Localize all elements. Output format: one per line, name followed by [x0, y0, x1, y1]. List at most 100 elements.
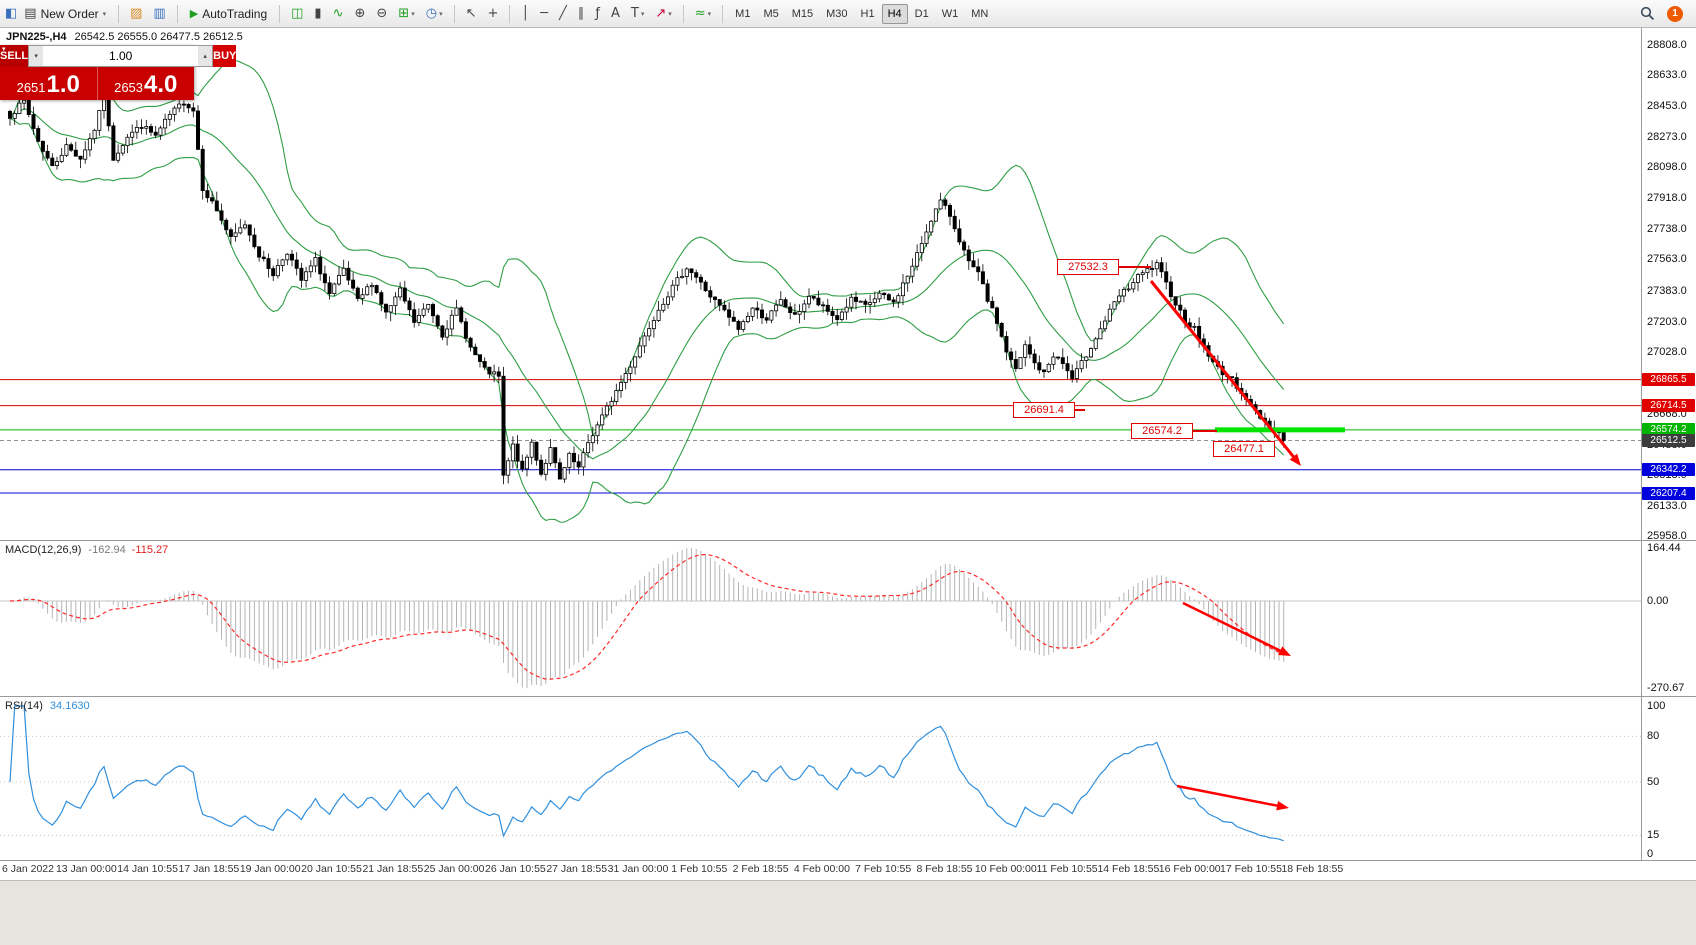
chart-area: JPN225-,H4 26542.5 26555.0 26477.5 26512.… [0, 28, 1696, 880]
trend-arrow[interactable] [1176, 784, 1282, 808]
rsi-axis-tick: 100 [1647, 700, 1666, 712]
metaeditor-button[interactable]: ▨ [125, 5, 147, 22]
timeframe-m15[interactable]: M15 [786, 4, 819, 24]
price-marker: 26207.4 [1642, 486, 1695, 500]
timeframe-d1[interactable]: D1 [909, 4, 935, 24]
buy-price-big: 4.0 [144, 71, 178, 98]
chart-title: JPN225-,H4 26542.5 26555.0 26477.5 26512.… [6, 31, 243, 43]
time-axis-label: 19 Jan 00:00 [239, 863, 301, 875]
candlestick-chart-icon: ▮ [314, 6, 322, 21]
terminal-button[interactable]: ▥ [148, 5, 170, 22]
panel-separator[interactable] [0, 696, 1696, 697]
timeframe-w1[interactable]: W1 [936, 4, 965, 24]
timeframe-mn[interactable]: MN [965, 4, 994, 24]
price-axis-tick: 28633.0 [1647, 69, 1687, 82]
window-footer [0, 880, 1696, 945]
trend-arrow[interactable] [1149, 280, 1298, 461]
tile-windows-icon: ⊞ [398, 6, 410, 21]
new-order-button[interactable]: ▤ New Order ▾ [18, 4, 112, 24]
toolbar-separator [453, 4, 455, 23]
sell-button[interactable]: ▾ SELL [0, 45, 29, 67]
indicators-button[interactable]: ≈ ▾ [690, 5, 716, 22]
price-callout[interactable]: 27532.3 [1057, 259, 1119, 275]
tile-windows-button[interactable]: ⊞ ▾ [393, 5, 419, 22]
one-click-trading-panel: ▾ SELL ▾ ▴ BUY 2651 1.0 2653 [0, 45, 237, 100]
arrows-tool-button[interactable]: ↗ ▾ [650, 5, 676, 22]
volume-down-button[interactable]: ▾ [29, 46, 44, 66]
main-price-chart[interactable] [0, 28, 1641, 540]
fibonacci-tool-button[interactable]: ƒ [590, 5, 605, 22]
price-axis-tick: 26133.0 [1647, 499, 1687, 512]
volume-input[interactable] [43, 46, 199, 66]
price-callout[interactable]: 26574.2 [1131, 423, 1193, 439]
timeframe-h1[interactable]: H1 [855, 4, 881, 24]
timeframe-m30[interactable]: M30 [820, 4, 853, 24]
timeframe-m5[interactable]: M5 [757, 4, 784, 24]
zoom-in-icon: ⊕ [354, 6, 366, 21]
price-axis-tick: 27028.0 [1647, 345, 1687, 358]
caret-icon: ▾ [707, 9, 712, 18]
macd-signal-value: -115.27 [131, 544, 169, 556]
price-axis-tick: 27203.0 [1647, 315, 1687, 328]
bar-chart-mode-button[interactable]: ◫ [286, 5, 308, 22]
trend-arrow[interactable] [1182, 601, 1285, 654]
terminal-icon: ▥ [153, 6, 166, 21]
support-zone-highlight[interactable] [1215, 427, 1345, 433]
buy-label: BUY [213, 50, 237, 62]
new-order-label: New Order [40, 6, 99, 21]
zoom-in-button[interactable]: ⊕ [349, 5, 370, 22]
zoom-out-icon: ⊖ [376, 6, 388, 21]
time-axis-label: 26 Jan 10:55 [485, 863, 546, 875]
panel-separator[interactable] [0, 540, 1696, 541]
crosshair-tool-button[interactable]: + [482, 5, 503, 22]
autotrading-button[interactable]: ▶ AutoTrading [184, 4, 273, 24]
zoom-out-button[interactable]: ⊖ [371, 5, 392, 22]
line-chart-mode-button[interactable]: ∿ [328, 5, 349, 22]
price-callout[interactable]: 26477.1 [1213, 441, 1275, 457]
buy-price[interactable]: 2653 4.0 [98, 67, 195, 100]
price-callout[interactable]: 26691.4 [1013, 402, 1075, 418]
volume-up-button[interactable]: ▴ [198, 46, 213, 66]
search-icon[interactable] [1640, 6, 1655, 21]
callout-leader-line [1193, 430, 1217, 432]
mql5-community-icon[interactable]: 1 [1667, 5, 1683, 22]
app-icon[interactable]: ◧ [5, 6, 18, 21]
macd-axis-tick: 164.44 [1647, 542, 1681, 555]
macd-signal-line [9, 554, 1284, 680]
horizontal-line-icon: ─ [540, 6, 549, 21]
horizontal-line-tool-button[interactable]: ─ [535, 5, 553, 22]
rsi-indicator-panel[interactable] [0, 697, 1641, 860]
cursor-tool-button[interactable]: ↖ [461, 5, 482, 22]
trend-arrow-head[interactable] [1276, 800, 1289, 811]
trendline-tool-button[interactable]: ╱ [554, 5, 572, 22]
vertical-line-tool-button[interactable]: │ [516, 5, 534, 22]
timeframe-h4[interactable]: H4 [881, 3, 908, 24]
macd-indicator-panel[interactable] [0, 541, 1641, 696]
rsi-line [9, 705, 1284, 842]
time-axis-label: 8 Feb 18:55 [916, 863, 973, 875]
buy-button[interactable]: BUY [213, 45, 237, 67]
sell-price-small: 2651 [16, 80, 46, 96]
time-axis-label: 7 Feb 10:55 [855, 863, 912, 875]
ohlc-values: 26542.5 26555.0 26477.5 26512.5 [74, 31, 243, 43]
time-axis-label: 21 Jan 18:55 [362, 863, 424, 875]
trend-arrow-head[interactable] [1289, 453, 1301, 466]
time-axis-label: 20 Jan 10:55 [301, 863, 362, 875]
sell-price[interactable]: 2651 1.0 [0, 67, 98, 100]
rsi-label: RSI(14) [5, 700, 43, 712]
text-tool-button[interactable]: A [606, 5, 625, 22]
vertical-line-icon: │ [521, 6, 530, 21]
channel-tool-button[interactable]: ∥ [573, 5, 590, 22]
text-label-tool-button[interactable]: T ▾ [626, 5, 649, 22]
sell-price-big: 1.0 [46, 71, 80, 98]
price-axis-tick: 28808.0 [1647, 39, 1687, 51]
timeframe-m1[interactable]: M1 [729, 4, 756, 24]
panel-collapse-icon[interactable]: ▾ [2, 45, 6, 53]
cursor-icon: ↖ [465, 6, 477, 21]
trend-arrow-head[interactable] [1278, 646, 1291, 656]
profiles-button[interactable]: ◷ ▾ [421, 5, 448, 22]
rsi-axis-tick: 50 [1647, 776, 1660, 788]
candle-chart-mode-button[interactable]: ▮ [309, 5, 326, 22]
price-axis-tick: 27383.0 [1647, 284, 1687, 297]
